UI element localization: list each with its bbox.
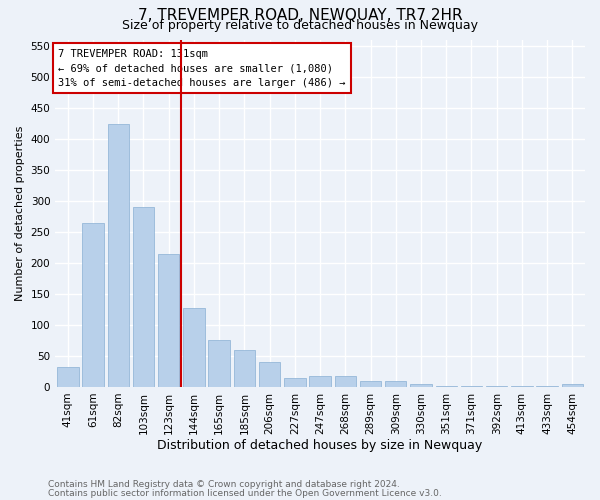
Bar: [57, 367, 79, 387]
Text: 7 TREVEMPER ROAD: 131sqm
← 69% of detached houses are smaller (1,080)
31% of sem: 7 TREVEMPER ROAD: 131sqm ← 69% of detach…: [58, 48, 346, 88]
Bar: [208, 340, 230, 387]
Bar: [562, 384, 583, 387]
Bar: [183, 308, 205, 387]
Text: Contains public sector information licensed under the Open Government Licence v3: Contains public sector information licen…: [48, 488, 442, 498]
Bar: [284, 378, 305, 387]
Bar: [486, 386, 508, 387]
Bar: [385, 381, 406, 387]
Bar: [310, 376, 331, 387]
Bar: [410, 384, 432, 387]
Bar: [461, 386, 482, 387]
Bar: [436, 386, 457, 387]
Bar: [107, 124, 129, 387]
Bar: [158, 254, 179, 387]
Bar: [259, 362, 280, 387]
Text: 7, TREVEMPER ROAD, NEWQUAY, TR7 2HR: 7, TREVEMPER ROAD, NEWQUAY, TR7 2HR: [137, 8, 463, 22]
Bar: [335, 376, 356, 387]
Text: Contains HM Land Registry data © Crown copyright and database right 2024.: Contains HM Land Registry data © Crown c…: [48, 480, 400, 489]
Text: Size of property relative to detached houses in Newquay: Size of property relative to detached ho…: [122, 18, 478, 32]
Bar: [536, 386, 558, 387]
Bar: [133, 208, 154, 387]
Bar: [233, 350, 255, 387]
Bar: [511, 386, 533, 387]
X-axis label: Distribution of detached houses by size in Newquay: Distribution of detached houses by size …: [157, 440, 483, 452]
Bar: [82, 223, 104, 387]
Bar: [360, 381, 381, 387]
Y-axis label: Number of detached properties: Number of detached properties: [15, 126, 25, 301]
